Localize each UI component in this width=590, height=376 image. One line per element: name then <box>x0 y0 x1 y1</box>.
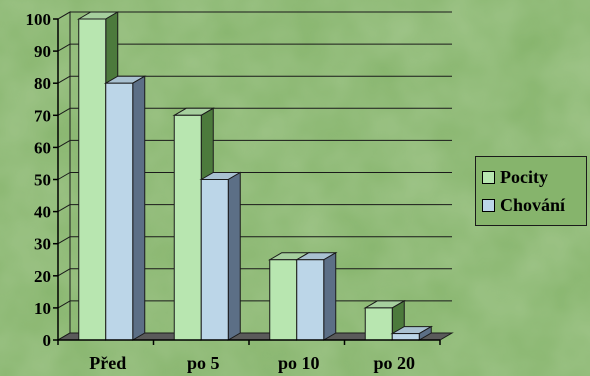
bar-chov-n--2 <box>294 251 338 341</box>
gridline-wall <box>57 43 71 52</box>
gridline-wall <box>57 11 71 20</box>
bar-pocity-3 <box>363 300 407 341</box>
legend-item-chovani: Chování <box>482 191 580 219</box>
gridline-wall <box>57 75 71 84</box>
bar-front <box>391 333 420 341</box>
y-tick-label: 70 <box>34 106 51 125</box>
y-tick-label: 90 <box>34 42 51 61</box>
bar-front <box>296 259 325 341</box>
bar-chov-n--3 <box>390 325 434 341</box>
gridline-wall <box>57 236 71 245</box>
legend-label-pocity: Pocity <box>500 166 548 187</box>
x-tick-label: po 10 <box>278 353 320 373</box>
y-tick-label: 40 <box>34 203 51 222</box>
legend-swatch-chovani <box>482 198 495 212</box>
y-tick-label: 30 <box>34 235 51 254</box>
bar-front <box>269 259 298 341</box>
bar-side <box>227 171 241 341</box>
y-tick-label: 50 <box>34 171 51 190</box>
bar-front <box>364 307 393 341</box>
x-tick-label: Před <box>89 353 126 373</box>
axes <box>53 18 441 345</box>
y-axis-ticks: 0 10 20 30 40 50 60 70 80 90 100 <box>26 10 52 350</box>
y-tick-label: 60 <box>34 138 51 157</box>
y-tick-label: 80 <box>34 74 51 93</box>
legend-label-chovani: Chování <box>500 194 566 215</box>
gridline-wall <box>57 172 71 180</box>
y-tick-label: 0 <box>43 331 52 350</box>
bar-chov-n--0 <box>103 75 147 341</box>
bar-front <box>78 18 107 341</box>
legend-item-pocity: Pocity <box>482 163 580 191</box>
gridline-wall <box>57 107 71 116</box>
y-tick-label: 10 <box>34 299 51 318</box>
y-tick-label: 20 <box>34 267 51 286</box>
gridline-wall <box>57 139 71 148</box>
x-axis-ticks: Před po 5 po 10 po 20 <box>89 353 415 373</box>
bars <box>76 11 434 341</box>
gridline-wall <box>57 204 71 213</box>
bar-front <box>105 82 134 341</box>
y-tick-label: 100 <box>26 10 52 29</box>
bar-front <box>200 179 229 341</box>
x-tick-label: po 20 <box>373 353 415 373</box>
bar-side <box>132 75 146 341</box>
bar-side <box>323 251 337 341</box>
x-tick-label: po 5 <box>187 353 220 373</box>
gridline-wall <box>57 268 71 277</box>
legend: Pocity Chování <box>475 156 587 226</box>
legend-swatch-pocity <box>482 170 495 184</box>
bar-front <box>173 114 202 341</box>
gridline-wall <box>57 300 71 309</box>
bar-chov-n--1 <box>199 171 243 341</box>
